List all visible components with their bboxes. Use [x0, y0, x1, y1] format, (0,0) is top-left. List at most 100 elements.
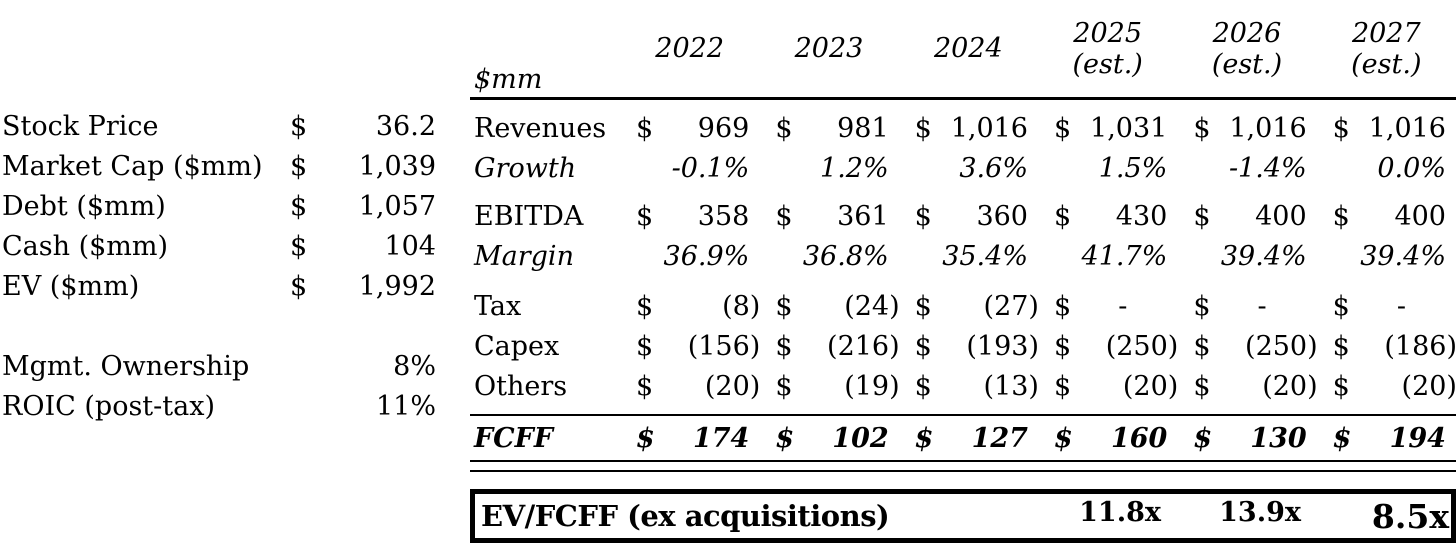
- cell-value: (250): [1105, 330, 1179, 362]
- table-row-tax: Tax $ (8) $ (24) $ (27) $ - $ - $ -: [470, 286, 1456, 326]
- row-label: Revenues: [474, 112, 607, 144]
- summary-label: Cash ($mm): [2, 230, 169, 262]
- cell-value: 360: [976, 200, 1028, 232]
- ev-fcff-multiple-box: EV/FCFF (ex acquisitions) 11.8x 13.9x 8.…: [470, 489, 1456, 543]
- cell: $360: [899, 201, 1038, 232]
- cell: $358: [620, 201, 759, 232]
- year-label: 2023: [794, 33, 864, 64]
- row-label: EBITDA: [474, 200, 584, 232]
- summary-label: Stock Price: [2, 110, 159, 142]
- cell-value: 127: [971, 422, 1028, 454]
- year-label: 2024: [933, 33, 1003, 64]
- currency-symbol: $: [1332, 112, 1350, 144]
- cell-value: (20): [1262, 370, 1318, 402]
- summary-row-mgmt-ownership: Mgmt. Ownership 8%: [2, 346, 436, 386]
- row-label: Growth: [474, 152, 577, 184]
- currency-symbol: $: [290, 230, 308, 262]
- multiple-value-2027: 8.5x: [1371, 496, 1449, 536]
- currency-symbol: $: [1193, 200, 1211, 232]
- estimate-label: (est.): [1072, 48, 1143, 80]
- currency-symbol: $: [290, 270, 308, 302]
- cell-value: (8): [722, 290, 761, 322]
- currency-symbol: $: [914, 112, 932, 144]
- currency-symbol: $: [636, 200, 654, 232]
- row-label: Tax: [474, 290, 522, 322]
- cell-value: (24): [844, 290, 900, 322]
- cell-value: 1.2%: [820, 152, 889, 184]
- cell: $400: [1177, 201, 1316, 232]
- currency-symbol: $: [1332, 290, 1350, 322]
- currency-symbol: $: [914, 330, 932, 362]
- cell: $130: [1177, 423, 1316, 454]
- currency-symbol: $: [1193, 370, 1211, 402]
- summary-label: EV ($mm): [2, 270, 140, 302]
- table-row-growth: Growth -0.1% 1.2% 3.6% 1.5% -1.4% 0.0%: [470, 148, 1456, 188]
- currency-symbol: $: [636, 112, 654, 144]
- summary-value: 11%: [375, 390, 436, 422]
- currency-symbol: $: [1193, 422, 1213, 454]
- cell-value: (216): [827, 330, 900, 362]
- summary-value: 1,039: [358, 150, 436, 182]
- cell-value: 1,016: [950, 112, 1028, 144]
- cell-value: 400: [1394, 200, 1446, 232]
- table-row-revenues: Revenues $969 $981 $1,016 $1,031 $1,016 …: [470, 108, 1456, 148]
- table-row-margin: Margin 36.9% 36.8% 35.4% 41.7% 39.4% 39.…: [470, 236, 1456, 276]
- cell: $ -: [1038, 291, 1177, 322]
- cell-value: 981: [837, 112, 889, 144]
- double-divider-line: [470, 460, 1456, 472]
- multiple-value-2025: 11.8x: [1079, 496, 1161, 528]
- currency-symbol: $: [775, 200, 793, 232]
- cell: $ (250): [1177, 331, 1317, 362]
- currency-symbol: $: [1332, 422, 1352, 454]
- cell: $127: [899, 423, 1038, 454]
- cell-value: 1,016: [1229, 112, 1307, 144]
- currency-symbol: $: [636, 422, 655, 454]
- cell-value: (186): [1384, 330, 1456, 362]
- cell: $ (193): [899, 330, 1039, 362]
- summary-row-debt: Debt ($mm) $ 1,057: [2, 186, 436, 226]
- summary-row-roic: ROIC (post-tax) 11%: [2, 386, 436, 426]
- summary-row-market-cap: Market Cap ($mm) $ 1,039: [2, 146, 436, 186]
- cell: $1,016: [1177, 113, 1316, 144]
- cell-value: (27): [983, 290, 1039, 322]
- currency-symbol: $: [1053, 290, 1072, 322]
- currency-symbol: $: [1053, 422, 1073, 454]
- currency-symbol: $: [914, 200, 932, 232]
- cell-value: 361: [837, 200, 889, 232]
- currency-symbol: $: [1053, 112, 1072, 144]
- cell: $430: [1038, 201, 1177, 232]
- currency-symbol: $: [1053, 330, 1072, 362]
- cell: $174: [620, 423, 759, 454]
- table-row-capex: Capex $ (156) $ (216) $ (193) $ (250) $ (250)…: [470, 326, 1456, 366]
- cell-value: 1,016: [1368, 112, 1446, 144]
- cell-value: (156): [687, 330, 761, 362]
- cell: $ (20): [620, 370, 761, 402]
- fcff-table: $mm 2022 2023 2024 2025 (est.) 2026 (est…: [470, 0, 1456, 543]
- cell: $ (24): [759, 290, 900, 322]
- cell-value: 194: [1389, 422, 1446, 454]
- summary-row-stock-price: Stock Price $ 36.2: [2, 106, 436, 146]
- multiple-value-2026: 13.9x: [1219, 496, 1301, 528]
- cell-value: 430: [1115, 200, 1168, 232]
- cell-value: (20): [704, 370, 761, 402]
- year-label: 2022: [655, 33, 725, 64]
- cell-value: 174: [692, 422, 750, 454]
- currency-symbol: $: [290, 190, 308, 222]
- spacer: [2, 306, 436, 346]
- currency-symbol: $: [636, 370, 654, 402]
- column-header-2023: 2023: [759, 0, 898, 97]
- summary-value: 8%: [393, 350, 436, 382]
- currency-symbol: $: [1053, 370, 1072, 402]
- cell: $ (156): [620, 330, 761, 362]
- cell: $ (20): [1177, 370, 1318, 402]
- cell: $361: [759, 201, 898, 232]
- cell-value: 160: [1110, 422, 1168, 454]
- currency-symbol: $: [1332, 200, 1350, 232]
- summary-label: Debt ($mm): [2, 190, 166, 222]
- currency-symbol: $: [1332, 370, 1350, 402]
- currency-symbol: $: [290, 110, 308, 142]
- cell: $ (8): [620, 290, 761, 322]
- currency-symbol: $: [775, 112, 793, 144]
- currency-symbol: $: [775, 422, 795, 454]
